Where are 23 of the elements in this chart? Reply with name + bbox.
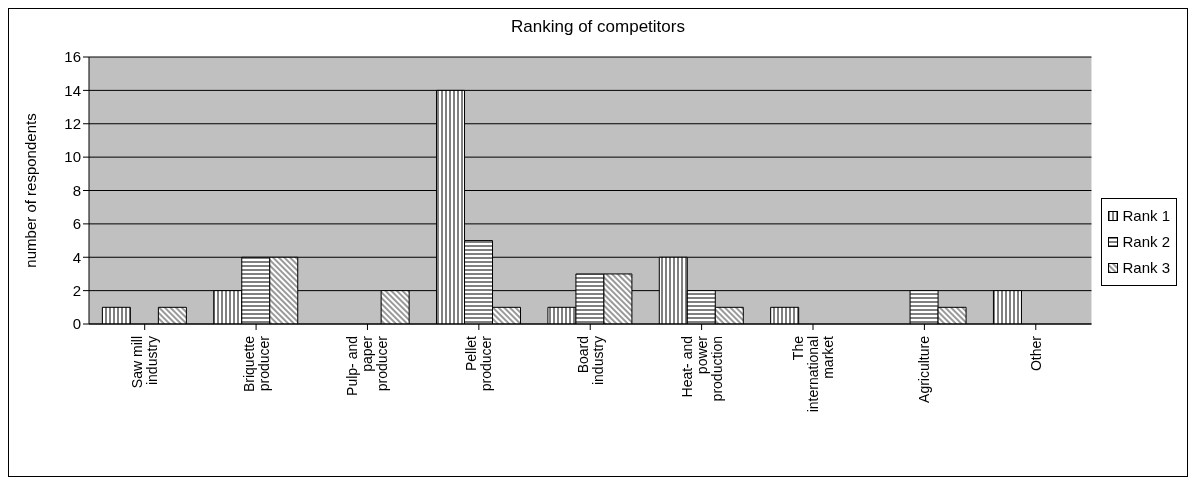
y-tick-label: 4 bbox=[72, 248, 81, 266]
y-tick-label: 6 bbox=[72, 215, 81, 233]
legend-label: Rank 1 bbox=[1121, 205, 1170, 226]
y-tick-label: 8 bbox=[72, 181, 81, 199]
chart-title: Ranking of competitors bbox=[510, 17, 686, 37]
x-tick-label: Other bbox=[1027, 335, 1044, 372]
x-tick-label: The international market bbox=[790, 335, 837, 413]
legend-label: Rank 3 bbox=[1121, 257, 1170, 278]
legend-label: Rank 2 bbox=[1121, 231, 1170, 252]
x-tick-label: Saw mill industry bbox=[129, 336, 161, 389]
x-tick-label: Board industry bbox=[574, 336, 606, 386]
y-tick-label: 14 bbox=[64, 81, 81, 99]
x-tick-label: Pulp- and paper producer bbox=[344, 335, 391, 396]
y-tick-label: 10 bbox=[64, 148, 81, 166]
y-axis-title: number of respondents bbox=[22, 113, 40, 268]
y-tick-label: 12 bbox=[64, 115, 81, 133]
x-tick-label: Pellet producer bbox=[463, 335, 495, 392]
y-tick-label: 0 bbox=[72, 315, 81, 333]
x-tick-label: Briquette producer bbox=[240, 335, 272, 393]
x-tick-label: Heat- and power production bbox=[678, 335, 725, 402]
y-tick-label: 2 bbox=[72, 281, 81, 299]
y-tick-label: 16 bbox=[64, 48, 81, 66]
x-tick-label: Agriculture bbox=[916, 335, 933, 403]
